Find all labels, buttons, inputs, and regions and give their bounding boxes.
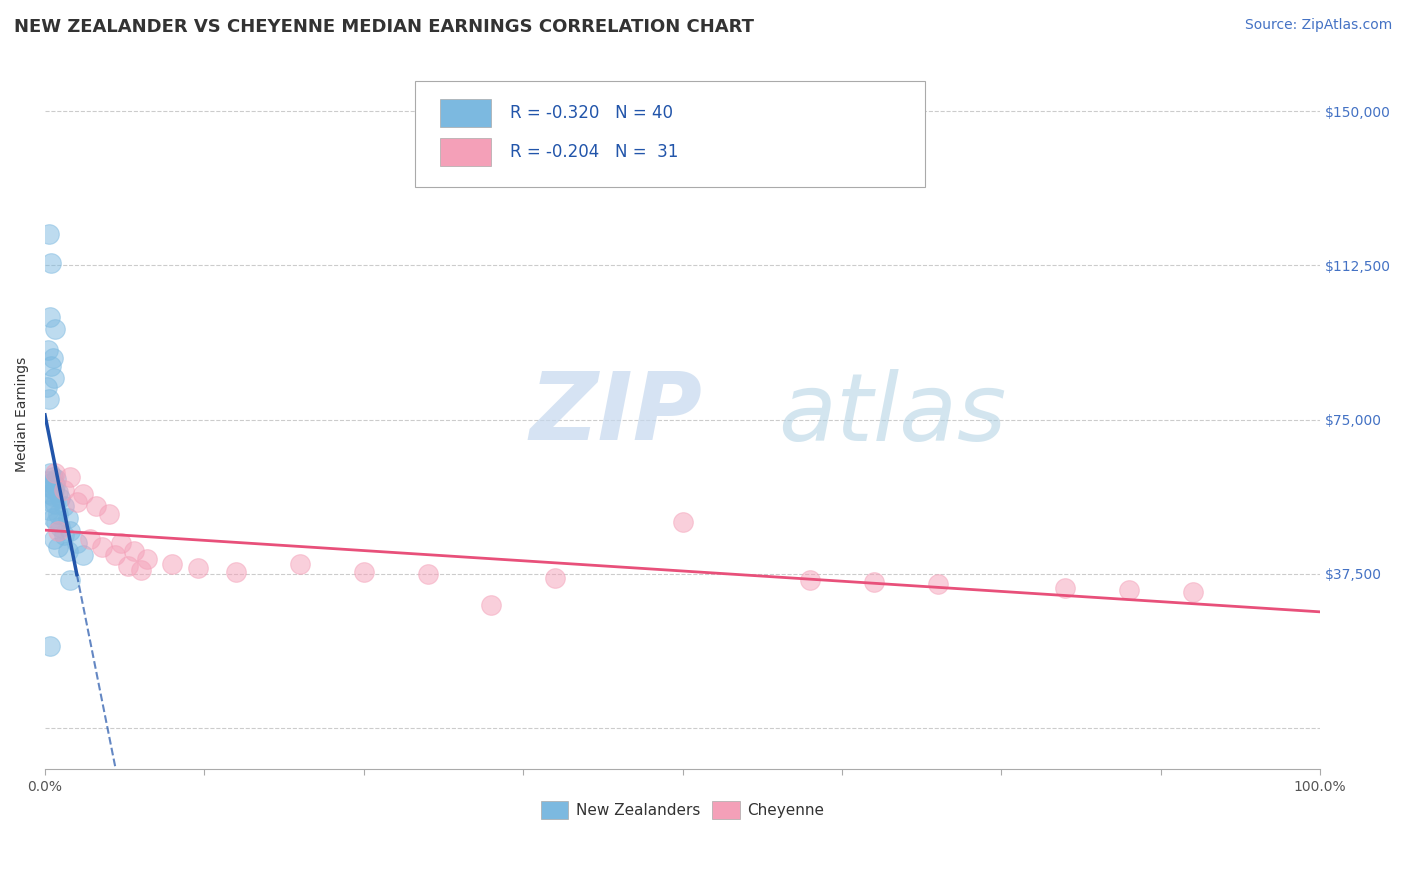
Point — [38, 481, 60, 495]
Point — [544, 571, 567, 585]
Point — [416, 566, 439, 581]
Point — [44, 322, 66, 336]
Point — [110, 536, 132, 550]
Y-axis label: Median Earnings: Median Earnings — [15, 357, 30, 472]
Point — [41, 351, 63, 365]
Point — [45, 516, 67, 530]
Point — [122, 544, 145, 558]
Point — [117, 558, 139, 573]
Point — [46, 524, 69, 538]
Point — [45, 472, 67, 486]
Point — [59, 573, 82, 587]
Point — [41, 511, 63, 525]
Point — [104, 549, 127, 563]
Text: atlas: atlas — [778, 369, 1007, 460]
Point — [129, 563, 152, 577]
Text: R = -0.204   N =  31: R = -0.204 N = 31 — [510, 143, 679, 161]
Point — [44, 497, 66, 511]
Point — [799, 573, 821, 587]
Point — [59, 470, 82, 484]
Point — [44, 478, 66, 492]
Point — [91, 540, 114, 554]
FancyBboxPatch shape — [440, 99, 491, 127]
Point — [53, 528, 76, 542]
Point — [44, 466, 66, 480]
Point — [39, 466, 62, 480]
Point — [38, 392, 60, 406]
Text: ZIP: ZIP — [530, 368, 703, 460]
Point — [46, 484, 69, 499]
Point — [37, 343, 59, 357]
Point — [41, 476, 63, 491]
Point — [42, 532, 65, 546]
Point — [41, 256, 63, 270]
Point — [288, 557, 311, 571]
Point — [72, 486, 94, 500]
Point — [162, 557, 184, 571]
Point — [136, 552, 159, 566]
Point — [1118, 583, 1140, 598]
Point — [38, 503, 60, 517]
Text: R = -0.320   N = 40: R = -0.320 N = 40 — [510, 103, 673, 122]
Point — [225, 565, 247, 579]
Point — [41, 489, 63, 503]
Point — [39, 310, 62, 324]
FancyBboxPatch shape — [440, 137, 491, 166]
Point — [927, 577, 949, 591]
Point — [66, 495, 89, 509]
Point — [479, 598, 502, 612]
Point — [42, 371, 65, 385]
Text: NEW ZEALANDER VS CHEYENNE MEDIAN EARNINGS CORRELATION CHART: NEW ZEALANDER VS CHEYENNE MEDIAN EARNING… — [14, 18, 754, 36]
Point — [49, 491, 72, 505]
Legend: New Zealanders, Cheyenne: New Zealanders, Cheyenne — [534, 795, 831, 825]
Text: Source: ZipAtlas.com: Source: ZipAtlas.com — [1244, 18, 1392, 32]
Point — [46, 507, 69, 521]
Point — [84, 499, 107, 513]
Point — [187, 560, 209, 574]
Point — [59, 524, 82, 538]
Point — [41, 495, 63, 509]
Point — [56, 511, 79, 525]
Point — [671, 516, 693, 530]
Point — [66, 536, 89, 550]
Point — [97, 507, 120, 521]
Point — [42, 483, 65, 497]
Point — [79, 532, 101, 546]
Point — [46, 540, 69, 554]
Point — [56, 544, 79, 558]
Point — [38, 227, 60, 242]
Point — [1181, 585, 1204, 599]
Point — [41, 470, 63, 484]
Point — [35, 379, 58, 393]
Point — [39, 486, 62, 500]
Point — [863, 575, 886, 590]
Point — [72, 549, 94, 563]
Point — [53, 499, 76, 513]
Point — [1054, 582, 1077, 596]
Point — [41, 359, 63, 373]
Point — [39, 639, 62, 653]
Point — [353, 565, 375, 579]
Point — [49, 519, 72, 533]
Point — [37, 475, 59, 489]
FancyBboxPatch shape — [415, 81, 925, 187]
Point — [53, 483, 76, 497]
